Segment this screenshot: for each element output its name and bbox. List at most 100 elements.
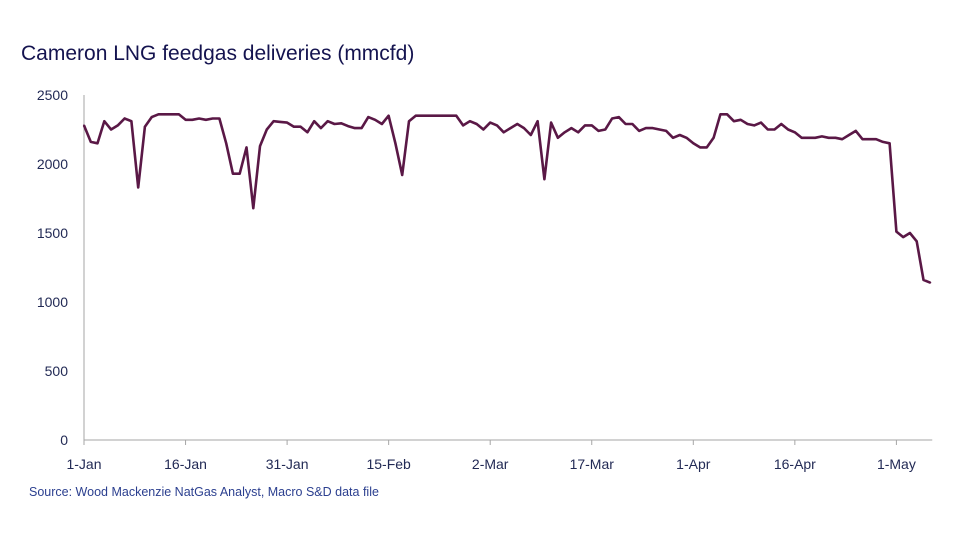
- data-point: [475, 122, 478, 125]
- data-point: [387, 114, 390, 117]
- data-point: [915, 240, 918, 243]
- data-point: [428, 114, 431, 117]
- data-point: [922, 278, 925, 281]
- data-point: [252, 207, 255, 210]
- data-point: [536, 120, 539, 123]
- data-point: [353, 127, 356, 130]
- data-point: [177, 113, 180, 116]
- data-point: [617, 116, 620, 119]
- data-point: [597, 129, 600, 132]
- data-point: [394, 142, 397, 145]
- data-point: [204, 118, 207, 121]
- data-point: [482, 128, 485, 131]
- data-point: [543, 178, 546, 181]
- x-tick-label: 1-Apr: [676, 456, 711, 472]
- data-point: [292, 125, 295, 128]
- data-point: [888, 142, 891, 145]
- data-point: [374, 118, 377, 121]
- data-point: [671, 136, 674, 139]
- data-point: [495, 124, 498, 127]
- data-point: [807, 136, 810, 139]
- data-point: [502, 131, 505, 134]
- data-point: [644, 127, 647, 130]
- data-point: [380, 122, 383, 125]
- data-point: [583, 124, 586, 127]
- data-point: [624, 122, 627, 125]
- data-point: [198, 117, 201, 120]
- data-point: [780, 122, 783, 125]
- data-point: [157, 113, 160, 116]
- data-point: [800, 136, 803, 139]
- data-point: [347, 125, 350, 128]
- data-point: [699, 146, 702, 149]
- y-tick-label: 1000: [37, 294, 68, 310]
- data-point: [468, 120, 471, 123]
- data-point: [279, 120, 282, 123]
- data-point: [570, 127, 573, 130]
- data-point: [137, 186, 140, 189]
- data-point: [231, 172, 234, 175]
- data-point: [299, 125, 302, 128]
- data-point: [509, 127, 512, 130]
- data-point: [123, 117, 126, 120]
- data-point: [868, 138, 871, 141]
- data-point: [89, 140, 92, 143]
- data-point: [827, 136, 830, 139]
- data-point: [651, 127, 654, 130]
- data-point: [820, 135, 823, 138]
- data-point: [218, 117, 221, 120]
- data-point: [319, 127, 322, 130]
- data-point: [631, 122, 634, 125]
- y-tick-label: 0: [60, 432, 68, 448]
- data-point: [638, 129, 641, 132]
- y-tick-label: 1500: [37, 225, 68, 241]
- data-point: [333, 122, 336, 125]
- data-point: [516, 122, 519, 125]
- data-point: [604, 128, 607, 131]
- data-point: [110, 128, 113, 131]
- data-point: [726, 113, 729, 116]
- data-point: [265, 128, 268, 131]
- data-point: [191, 118, 194, 121]
- data-point: [435, 114, 438, 117]
- data-point: [340, 122, 343, 125]
- data-point: [326, 120, 329, 123]
- data-point: [164, 113, 167, 116]
- data-point: [360, 127, 363, 130]
- chart-title: Cameron LNG feedgas deliveries (mmcfd): [21, 42, 415, 65]
- x-tick-label: 17-Mar: [570, 456, 615, 472]
- x-tick-label: 16-Apr: [774, 456, 816, 472]
- data-point: [489, 121, 492, 124]
- y-tick-label: 2500: [37, 87, 68, 103]
- data-point: [523, 127, 526, 130]
- x-tick-label: 16-Jan: [164, 456, 207, 472]
- data-point: [529, 134, 532, 137]
- data-point: [414, 114, 417, 117]
- series-line: [82, 113, 931, 284]
- data-point: [590, 124, 593, 127]
- data-point: [448, 114, 451, 117]
- data-point: [902, 236, 905, 239]
- data-point: [760, 121, 762, 124]
- data-point: [563, 131, 566, 134]
- data-point: [854, 129, 857, 132]
- data-point: [773, 128, 776, 131]
- data-point: [143, 125, 146, 128]
- data-point: [611, 117, 614, 120]
- data-point: [407, 120, 410, 123]
- data-point: [577, 131, 580, 134]
- data-point: [211, 117, 214, 120]
- data-point: [103, 120, 106, 123]
- x-tick-label: 1-Jan: [66, 456, 101, 472]
- data-point: [746, 122, 749, 125]
- data-point: [171, 113, 174, 116]
- data-point: [834, 136, 837, 139]
- data-point: [184, 118, 187, 121]
- data-point: [116, 124, 119, 127]
- data-point: [712, 136, 715, 139]
- data-point: [739, 118, 742, 121]
- data-point: [678, 134, 681, 137]
- data-point: [238, 172, 241, 175]
- data-point: [881, 140, 884, 143]
